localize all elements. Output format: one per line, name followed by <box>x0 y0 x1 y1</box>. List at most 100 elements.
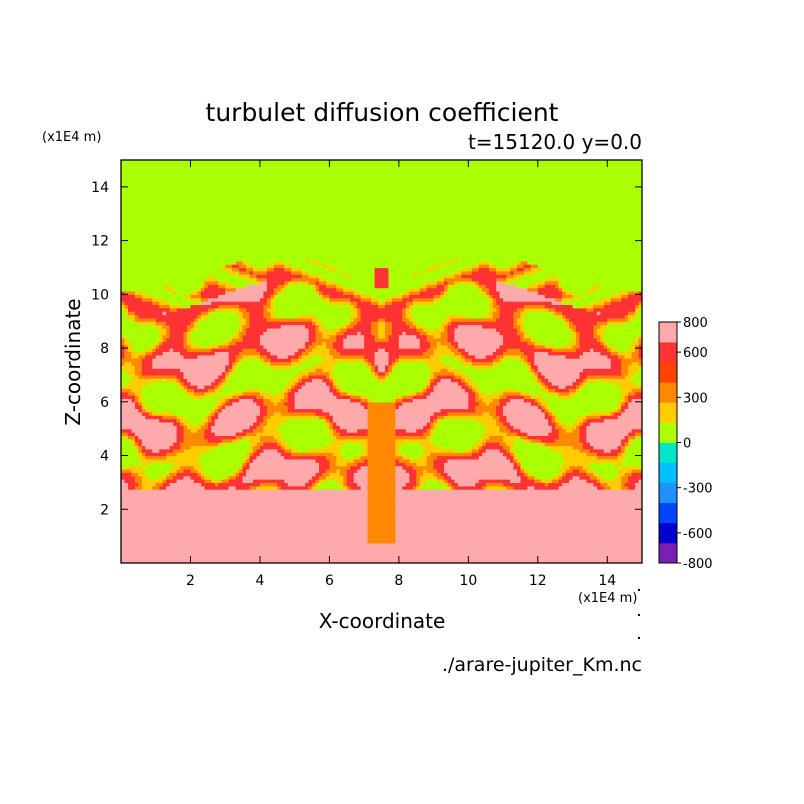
contour-cell <box>225 374 230 379</box>
contour-cell <box>169 445 181 450</box>
contour-cell <box>166 479 178 483</box>
contour-cell <box>503 334 522 339</box>
contour-cell <box>558 391 570 396</box>
contour-cell <box>516 331 525 336</box>
contour-cell <box>183 385 188 389</box>
contour-cell <box>246 331 265 336</box>
contour-cell <box>211 311 237 316</box>
contour-cell <box>471 452 483 457</box>
contour-cell <box>127 348 136 353</box>
contour-cell <box>391 371 431 376</box>
contour-cell <box>586 425 642 430</box>
contour-cell <box>360 465 369 470</box>
contour-cell <box>398 405 469 410</box>
contour-cell <box>468 391 476 396</box>
contour-cell <box>447 321 452 326</box>
contour-cell <box>353 324 372 329</box>
contour-cell <box>294 351 303 356</box>
contour-cell <box>461 361 473 366</box>
contour-cell <box>200 472 205 477</box>
contour-cell <box>336 479 344 483</box>
contour-cell <box>221 408 261 413</box>
contour-cell <box>152 348 157 353</box>
contour-cell <box>367 515 396 520</box>
contour-cell <box>141 401 146 406</box>
contour-cell <box>437 415 445 420</box>
contour-cell <box>266 421 282 426</box>
contour-cell <box>121 237 642 242</box>
contour-cell <box>294 391 334 396</box>
contour-cell <box>159 475 167 480</box>
contour-cell <box>249 311 265 316</box>
contour-cell <box>378 378 386 383</box>
contour-cell <box>273 290 278 295</box>
contour-cell <box>225 442 251 447</box>
contour-cell <box>461 354 466 359</box>
contour-cell <box>395 452 403 457</box>
contour-cell <box>374 354 390 359</box>
contour-cell <box>391 364 396 369</box>
contour-cell <box>315 287 320 292</box>
contour-cell <box>395 512 642 517</box>
contour-cell <box>162 311 167 316</box>
contour-cell <box>287 354 299 359</box>
contour-cell <box>183 468 192 473</box>
contour-cell <box>496 307 501 312</box>
contour-cell <box>527 364 532 369</box>
contour-cell <box>162 378 167 383</box>
contour-cell <box>551 418 556 423</box>
contour-cell <box>464 371 532 376</box>
contour-cell <box>582 421 591 426</box>
contour-cell <box>395 462 407 467</box>
contour-cell <box>322 341 327 346</box>
contour-cell <box>569 317 608 322</box>
contour-cell <box>343 388 421 393</box>
contour-cell <box>141 294 153 299</box>
contour-cell <box>496 408 504 413</box>
contour-cell <box>482 290 487 295</box>
contour-cell <box>541 267 642 272</box>
contour-cell <box>127 304 160 309</box>
contour-cell <box>343 284 376 289</box>
contour-cell <box>138 398 143 403</box>
contour-cell <box>440 418 476 423</box>
contour-cell <box>298 388 330 393</box>
contour-cell <box>395 509 642 514</box>
contour-cell <box>582 442 591 447</box>
contour-cell <box>322 358 365 363</box>
contour-cell <box>433 465 445 470</box>
contour-cell <box>242 260 247 265</box>
contour-cell <box>294 398 351 403</box>
contour-cell <box>305 341 313 346</box>
contour-cell <box>523 314 556 319</box>
contour-cell <box>263 428 278 433</box>
contour-cell <box>176 378 181 383</box>
contour-cell <box>183 435 205 440</box>
contour-cell <box>569 391 577 396</box>
contour-cell <box>121 317 133 322</box>
contour-cell <box>200 317 240 322</box>
contour-cell <box>489 411 497 416</box>
contour-cell <box>204 485 230 490</box>
contour-cell <box>190 395 205 400</box>
contour-cell <box>621 452 626 457</box>
contour-cell <box>367 432 396 436</box>
contour-cell <box>454 374 462 379</box>
contour-cell <box>520 327 525 332</box>
contour-cell <box>534 398 539 403</box>
contour-cell <box>148 411 153 416</box>
contour-cell <box>159 304 171 309</box>
contour-cell <box>537 442 546 447</box>
contour-cell <box>273 297 324 302</box>
contour-cell <box>287 391 296 396</box>
contour-cell <box>218 408 223 413</box>
contour-cell <box>127 311 136 316</box>
contour-cell <box>121 401 136 406</box>
contour-cell <box>301 270 310 275</box>
contour-cell <box>218 304 240 309</box>
contour-cell <box>121 428 133 433</box>
contour-cell <box>603 485 612 490</box>
contour-cell <box>503 391 522 396</box>
contour-cell <box>520 358 525 363</box>
contour-cell <box>628 445 642 450</box>
